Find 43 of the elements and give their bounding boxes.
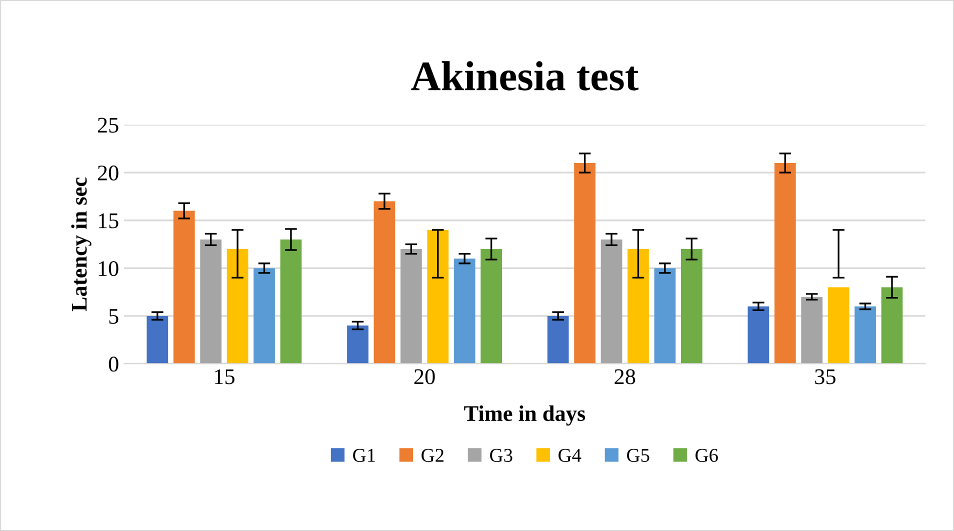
bar <box>600 239 622 364</box>
legend-label: G3 <box>490 448 512 462</box>
bar <box>254 268 275 364</box>
x-tick-label: 20 <box>414 369 435 384</box>
chart-title: Akinesia test <box>411 61 639 90</box>
bar <box>400 249 422 364</box>
y-tick-label: 20 <box>98 166 118 181</box>
legend-label: G5 <box>627 448 650 462</box>
bar <box>280 239 302 364</box>
y-tick-label: 10 <box>98 261 118 276</box>
bar <box>680 249 702 364</box>
bar <box>654 268 676 364</box>
bar <box>146 316 168 364</box>
x-tick-label: 35 <box>815 369 836 384</box>
bar <box>347 326 368 364</box>
legend-label: G6 <box>696 448 718 462</box>
bar <box>173 210 195 364</box>
x-axis-title: Time in days <box>464 405 586 426</box>
legend-label: G4 <box>558 448 582 462</box>
bar <box>774 163 796 364</box>
legend-label: G2 <box>422 448 444 462</box>
y-tick-label: 5 <box>109 309 118 324</box>
bar <box>574 163 596 364</box>
legend-label: G1 <box>353 448 375 462</box>
bar <box>480 249 502 364</box>
bar <box>628 249 649 364</box>
y-axis-title: Latency in sec <box>71 178 92 312</box>
y-tick-label: 0 <box>108 356 118 372</box>
bar <box>748 306 770 364</box>
bar <box>427 230 449 364</box>
bar <box>547 316 569 364</box>
bar <box>374 201 396 364</box>
bar <box>828 287 850 364</box>
bar <box>854 306 876 364</box>
bar <box>200 239 222 364</box>
bar <box>454 258 476 364</box>
x-tick-label: 15 <box>215 369 234 384</box>
y-tick-label: 25 <box>98 118 118 133</box>
bar <box>801 296 823 364</box>
x-tick-label: 28 <box>614 369 636 384</box>
y-tick-label: 15 <box>98 213 118 228</box>
bar <box>226 249 248 364</box>
bar <box>881 287 903 364</box>
